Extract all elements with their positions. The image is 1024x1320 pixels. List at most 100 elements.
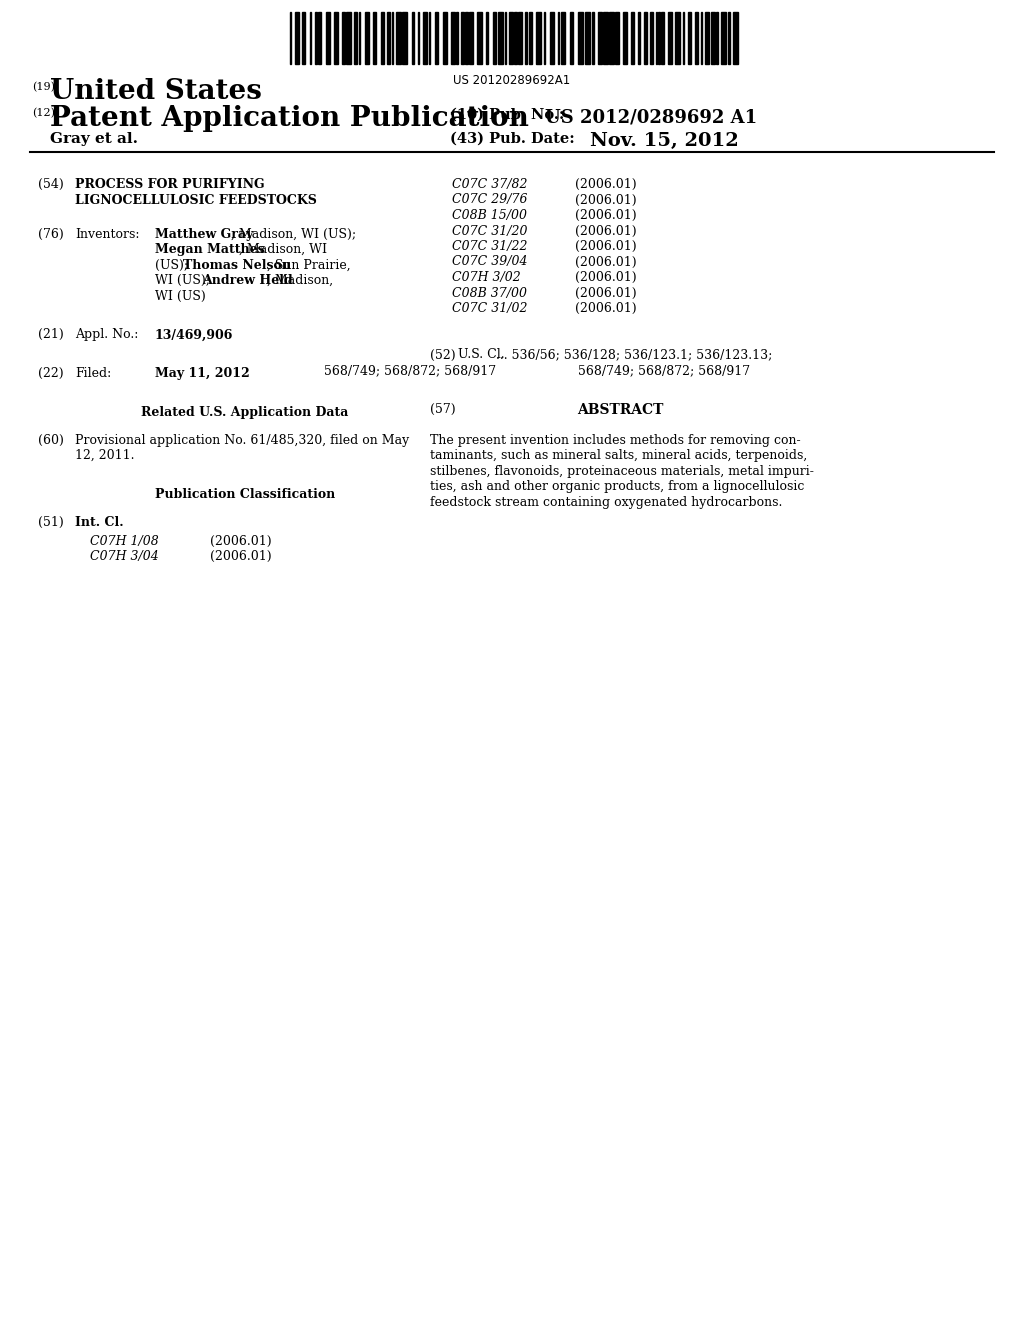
Bar xyxy=(381,12,384,63)
Text: Provisional application No. 61/485,320, filed on May: Provisional application No. 61/485,320, … xyxy=(75,434,410,446)
Bar xyxy=(716,12,718,63)
Text: C07C 37/82: C07C 37/82 xyxy=(452,178,527,191)
Text: (76): (76) xyxy=(38,227,63,240)
Text: (12): (12) xyxy=(32,108,55,119)
Text: (2006.01): (2006.01) xyxy=(575,240,637,253)
Text: (51): (51) xyxy=(38,516,63,529)
Bar xyxy=(650,12,653,63)
Bar xyxy=(603,12,608,63)
Bar xyxy=(675,12,680,63)
Text: Patent Application Publication: Patent Application Publication xyxy=(50,106,528,132)
Text: Publication Classification: Publication Classification xyxy=(155,488,335,502)
Bar xyxy=(365,12,369,63)
Text: , Madison, WI (US);: , Madison, WI (US); xyxy=(231,227,356,240)
Bar xyxy=(721,12,726,63)
Bar xyxy=(518,12,522,63)
Text: C07C 31/22: C07C 31/22 xyxy=(452,240,527,253)
Bar xyxy=(456,12,458,63)
Bar xyxy=(423,12,427,63)
Text: C07H 3/02: C07H 3/02 xyxy=(452,271,521,284)
Text: C07H 3/04: C07H 3/04 xyxy=(90,550,159,564)
Bar xyxy=(705,12,709,63)
Bar xyxy=(578,12,583,63)
Text: Int. Cl.: Int. Cl. xyxy=(75,516,124,529)
Text: Matthew Gray: Matthew Gray xyxy=(155,227,253,240)
Bar xyxy=(711,12,715,63)
Bar xyxy=(412,12,414,63)
Bar xyxy=(318,12,321,63)
Bar xyxy=(315,12,317,63)
Bar xyxy=(295,12,299,63)
Text: PROCESS FOR PURIFYING: PROCESS FOR PURIFYING xyxy=(75,178,264,191)
Text: ... 536/56; 536/128; 536/123.1; 536/123.13;: ... 536/56; 536/128; 536/123.1; 536/123.… xyxy=(496,348,772,362)
Bar xyxy=(509,12,513,63)
Bar xyxy=(668,12,672,63)
Bar xyxy=(570,12,573,63)
Text: Andrew Held: Andrew Held xyxy=(202,275,293,286)
Bar xyxy=(598,12,602,63)
Bar xyxy=(354,12,357,63)
Bar xyxy=(465,12,468,63)
Bar xyxy=(498,12,503,63)
Bar xyxy=(302,12,305,63)
Bar xyxy=(585,12,590,63)
Bar xyxy=(486,12,488,63)
Text: WI (US);: WI (US); xyxy=(155,275,214,286)
Text: U.S. Cl.: U.S. Cl. xyxy=(458,348,505,362)
Text: C07H 1/08: C07H 1/08 xyxy=(90,535,159,548)
Bar xyxy=(435,12,438,63)
Bar xyxy=(550,12,554,63)
Text: C07C 31/20: C07C 31/20 xyxy=(452,224,527,238)
Bar xyxy=(396,12,401,63)
Text: C07C 31/02: C07C 31/02 xyxy=(452,302,527,315)
Text: (2006.01): (2006.01) xyxy=(575,209,637,222)
Text: , Sun Prairie,: , Sun Prairie, xyxy=(267,259,350,272)
Bar xyxy=(615,12,618,63)
Text: Inventors:: Inventors: xyxy=(75,227,139,240)
Bar xyxy=(529,12,532,63)
Bar xyxy=(493,12,496,63)
Bar xyxy=(609,12,614,63)
Bar xyxy=(346,12,351,63)
Text: (2006.01): (2006.01) xyxy=(575,256,637,268)
Text: C07C 39/04: C07C 39/04 xyxy=(452,256,527,268)
Bar xyxy=(525,12,527,63)
Text: US 20120289692A1: US 20120289692A1 xyxy=(454,74,570,87)
Text: 568/749; 568/872; 568/917: 568/749; 568/872; 568/917 xyxy=(578,364,750,378)
Text: (60): (60) xyxy=(38,434,63,446)
Bar xyxy=(623,12,627,63)
Text: (2006.01): (2006.01) xyxy=(575,286,637,300)
Bar xyxy=(451,12,455,63)
Text: 13/469,906: 13/469,906 xyxy=(155,329,233,342)
Text: (57): (57) xyxy=(430,403,456,416)
Bar xyxy=(536,12,541,63)
Text: WI (US): WI (US) xyxy=(155,289,206,302)
Text: ABSTRACT: ABSTRACT xyxy=(577,403,664,417)
Bar xyxy=(443,12,447,63)
Bar xyxy=(461,12,464,63)
Text: , Madison, WI: , Madison, WI xyxy=(239,243,327,256)
Text: C08B 15/00: C08B 15/00 xyxy=(452,209,527,222)
Bar xyxy=(733,12,738,63)
Text: (22): (22) xyxy=(38,367,63,380)
Text: (2006.01): (2006.01) xyxy=(575,224,637,238)
Text: Filed:: Filed: xyxy=(75,367,112,380)
Bar xyxy=(688,12,691,63)
Text: LIGNOCELLULOSIC FEEDSTOCKS: LIGNOCELLULOSIC FEEDSTOCKS xyxy=(75,194,316,206)
Text: (2006.01): (2006.01) xyxy=(210,550,271,564)
Text: (54): (54) xyxy=(38,178,63,191)
Text: (2006.01): (2006.01) xyxy=(575,271,637,284)
Bar xyxy=(342,12,345,63)
Text: (2006.01): (2006.01) xyxy=(210,535,271,548)
Text: (21): (21) xyxy=(38,329,63,342)
Bar xyxy=(477,12,482,63)
Text: 12, 2011.: 12, 2011. xyxy=(75,449,134,462)
Bar xyxy=(631,12,634,63)
Text: taminants, such as mineral salts, mineral acids, terpenoids,: taminants, such as mineral salts, minera… xyxy=(430,449,807,462)
Bar xyxy=(402,12,407,63)
Bar xyxy=(373,12,376,63)
Text: Megan Matthes: Megan Matthes xyxy=(155,243,264,256)
Text: (US);: (US); xyxy=(155,259,193,272)
Bar xyxy=(387,12,390,63)
Bar xyxy=(662,12,664,63)
